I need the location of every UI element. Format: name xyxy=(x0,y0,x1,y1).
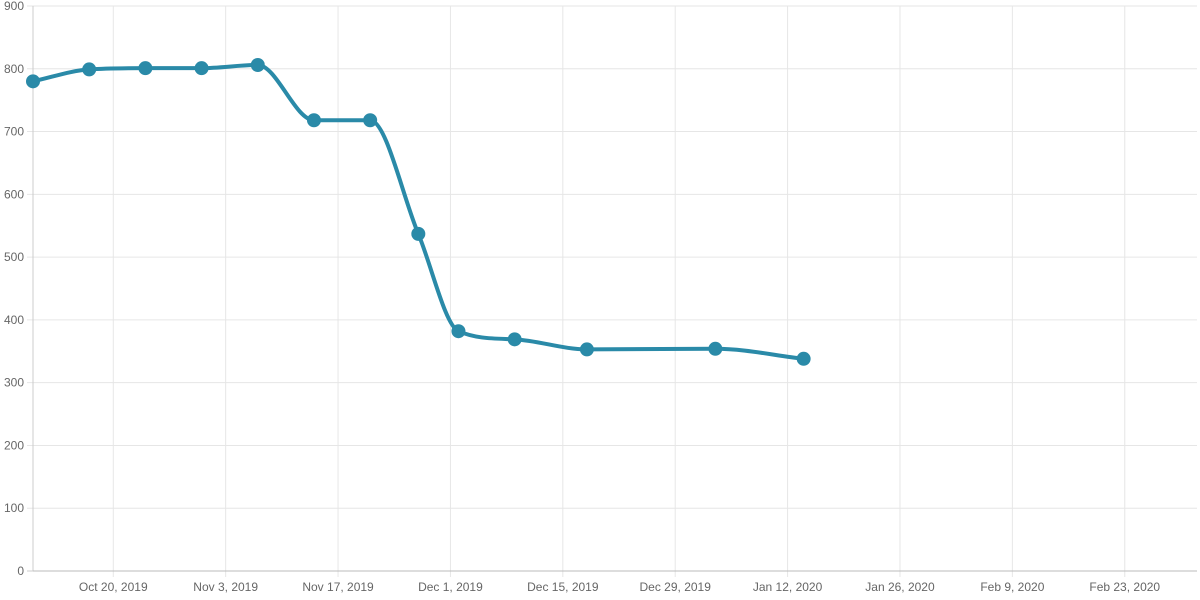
x-tick-label: Oct 20, 2019 xyxy=(79,580,148,594)
x-tick-label: Jan 26, 2020 xyxy=(865,580,935,594)
x-tick-label: Nov 17, 2019 xyxy=(302,580,374,594)
data-point[interactable] xyxy=(194,61,209,76)
x-tick-label: Dec 1, 2019 xyxy=(418,580,483,594)
y-tick-label: 200 xyxy=(4,438,24,452)
data-point[interactable] xyxy=(306,113,321,128)
y-tick-label: 100 xyxy=(4,501,24,515)
y-tick-labels: 0 100 200 300 400 500 600 700 800 900 xyxy=(4,0,24,578)
data-point[interactable] xyxy=(579,342,594,357)
y-tick-label: 600 xyxy=(4,187,24,201)
x-gridlines xyxy=(112,6,1126,577)
data-point[interactable] xyxy=(82,62,97,77)
x-tick-label: Feb 9, 2020 xyxy=(980,580,1044,594)
data-point[interactable] xyxy=(411,226,426,241)
x-tick-label: Dec 29, 2019 xyxy=(640,580,712,594)
series-group xyxy=(26,58,811,366)
x-tick-label: Nov 3, 2019 xyxy=(193,580,258,594)
data-point[interactable] xyxy=(26,74,40,89)
data-point[interactable] xyxy=(138,61,153,76)
y-gridlines xyxy=(27,5,1197,572)
y-tick-label: 400 xyxy=(4,313,24,327)
x-tick-label: Dec 15, 2019 xyxy=(527,580,599,594)
series-line xyxy=(31,63,806,361)
y-tick-label: 800 xyxy=(4,62,24,76)
data-point[interactable] xyxy=(250,58,265,73)
data-point[interactable] xyxy=(507,332,522,347)
data-point[interactable] xyxy=(796,351,811,366)
axes xyxy=(32,6,1197,572)
data-point[interactable] xyxy=(708,341,723,356)
y-tick-label: 500 xyxy=(4,250,24,264)
data-point[interactable] xyxy=(363,113,378,128)
x-tick-label: Jan 12, 2020 xyxy=(753,580,823,594)
x-tick-label: Feb 23, 2020 xyxy=(1089,580,1160,594)
y-tick-label: 700 xyxy=(4,125,24,139)
y-tick-label: 300 xyxy=(4,376,24,390)
data-point[interactable] xyxy=(451,324,466,339)
y-tick-label: 900 xyxy=(4,0,24,13)
y-tick-label: 0 xyxy=(17,564,24,578)
x-tick-labels: Oct 20, 2019 Nov 3, 2019 Nov 17, 2019 Dec 1… xyxy=(79,580,1161,594)
